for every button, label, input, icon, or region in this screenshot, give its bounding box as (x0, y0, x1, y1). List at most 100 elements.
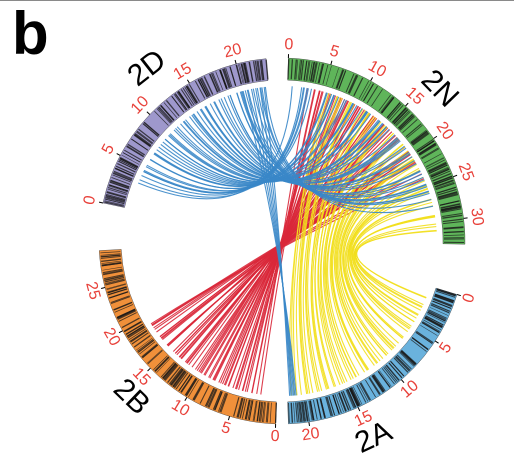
band-stripe (104, 278, 125, 284)
band-stripe (161, 362, 177, 379)
band-stripe (436, 289, 456, 296)
panel-label: b (12, 0, 49, 67)
band-stripe (385, 365, 399, 381)
link-2N-2A-33 (338, 156, 413, 359)
band-stripe (387, 103, 402, 119)
tick-mark (370, 77, 374, 82)
band-stripe (427, 310, 447, 321)
band-stripe (242, 62, 249, 83)
band-stripe (235, 64, 243, 85)
band-stripe (440, 205, 461, 211)
band-stripe (438, 194, 459, 201)
band-stripe (100, 253, 121, 256)
tick-mark (405, 102, 409, 107)
band-stripe (208, 389, 218, 408)
band-stripe (341, 391, 350, 411)
band-stripe (381, 368, 395, 385)
band-stripe (336, 69, 345, 89)
band-stripe (435, 181, 455, 189)
tick-mark (456, 294, 461, 297)
band-stripe (117, 162, 136, 173)
band-stripe (430, 168, 450, 178)
tick-mark (116, 153, 121, 156)
link-2N-2A-4 (298, 96, 339, 395)
band-stripe (311, 62, 317, 83)
band-stripe (326, 396, 334, 417)
band-stripe (115, 166, 135, 175)
link-2D-2A-4 (259, 87, 292, 396)
band-stripe (443, 231, 464, 234)
band-stripe (121, 154, 140, 165)
band-stripe (315, 62, 320, 83)
link-2N-2A-27 (331, 139, 400, 371)
band-stripe (309, 400, 314, 421)
band-stripe (443, 226, 464, 230)
tick-label-2N-0: 0 (284, 36, 294, 53)
band-stripe (180, 89, 193, 107)
band-stripe (418, 143, 437, 156)
band-stripe (160, 361, 175, 378)
band-stripe (124, 149, 142, 161)
link-2N-2A-6 (300, 97, 343, 394)
band-stripe (177, 91, 190, 109)
band-stripe (399, 351, 415, 366)
band-stripe (136, 337, 153, 351)
band-stripe (422, 321, 441, 332)
band-stripe (368, 377, 380, 395)
band-stripe (104, 201, 124, 207)
band-stripe (153, 355, 168, 371)
band-stripe (163, 363, 178, 380)
band-stripe (142, 344, 159, 359)
band-stripe (109, 291, 129, 299)
band-stripe (204, 76, 214, 95)
band-stripe (133, 334, 151, 348)
band-stripe (174, 93, 188, 111)
band-stripe (200, 77, 211, 97)
band-stripe (107, 188, 127, 196)
band-stripe (299, 60, 303, 81)
band-stripe (299, 401, 303, 422)
tick-label-2N-20: 20 (433, 119, 457, 143)
band-stripe (373, 374, 386, 392)
band-stripe (335, 69, 343, 89)
band-stripe (214, 391, 223, 411)
band-stripe (377, 370, 391, 388)
band-stripe (416, 139, 434, 152)
band-stripe (204, 387, 214, 407)
band-stripe (291, 402, 294, 423)
band-stripe (199, 385, 210, 404)
band-stripe (112, 174, 132, 183)
band-stripe (174, 371, 187, 389)
tick-mark (227, 416, 231, 421)
band-stripe (113, 302, 133, 311)
link-2N-2A-57 (355, 223, 437, 306)
band-stripe (142, 123, 159, 137)
band-stripe (160, 105, 175, 121)
band-stripe (417, 140, 435, 153)
band-stripe (138, 128, 155, 142)
band-stripe (101, 262, 122, 267)
link-2N-2A-50 (352, 201, 433, 323)
band-stripe (295, 402, 298, 423)
band-stripe (176, 92, 189, 109)
band-stripe (118, 160, 137, 171)
band-stripe (106, 191, 127, 199)
link-2D-2A-2 (250, 88, 295, 396)
band-stripe (428, 309, 447, 319)
band-stripe (222, 68, 231, 88)
band-stripe (223, 68, 231, 88)
band-stripe (236, 397, 243, 418)
band-stripe (317, 63, 323, 84)
band-stripe (338, 70, 347, 90)
band-stripe (260, 401, 264, 422)
band-stripe (117, 309, 136, 320)
band-stripe (114, 167, 134, 177)
band-stripe (101, 260, 122, 264)
band-stripe (301, 401, 305, 422)
link-2D-2N-58 (261, 87, 432, 209)
band-stripe (220, 393, 229, 413)
link-2N-2A-7 (302, 101, 351, 394)
band-stripe (366, 85, 379, 104)
band-stripe (410, 129, 427, 143)
band-stripe (178, 91, 191, 108)
